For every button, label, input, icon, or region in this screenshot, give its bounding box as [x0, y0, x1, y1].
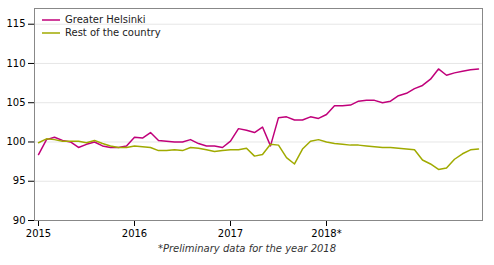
svg-text:2017: 2017: [218, 228, 243, 239]
svg-text:105: 105: [6, 97, 25, 108]
svg-text:2018*: 2018*: [311, 228, 341, 239]
svg-text:90: 90: [13, 215, 26, 226]
svg-text:100: 100: [6, 136, 25, 147]
svg-text:110: 110: [6, 58, 25, 69]
html-text:*Preliminary data for the year: *Preliminary data for the year 2018: [157, 243, 337, 254]
svg-text:95: 95: [13, 175, 26, 186]
svg-text:2016: 2016: [122, 228, 147, 239]
html-text:Greater Helsinki: Greater Helsinki: [65, 14, 146, 25]
svg-text:115: 115: [6, 18, 25, 29]
html-text:Rest of the country: Rest of the country: [65, 27, 161, 38]
svg-text:2015: 2015: [26, 228, 51, 239]
